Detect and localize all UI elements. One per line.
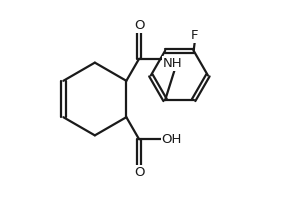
Text: O: O [134, 166, 144, 179]
Text: NH: NH [163, 57, 183, 70]
Text: O: O [134, 19, 144, 32]
Text: F: F [191, 29, 198, 42]
Text: OH: OH [161, 133, 182, 146]
